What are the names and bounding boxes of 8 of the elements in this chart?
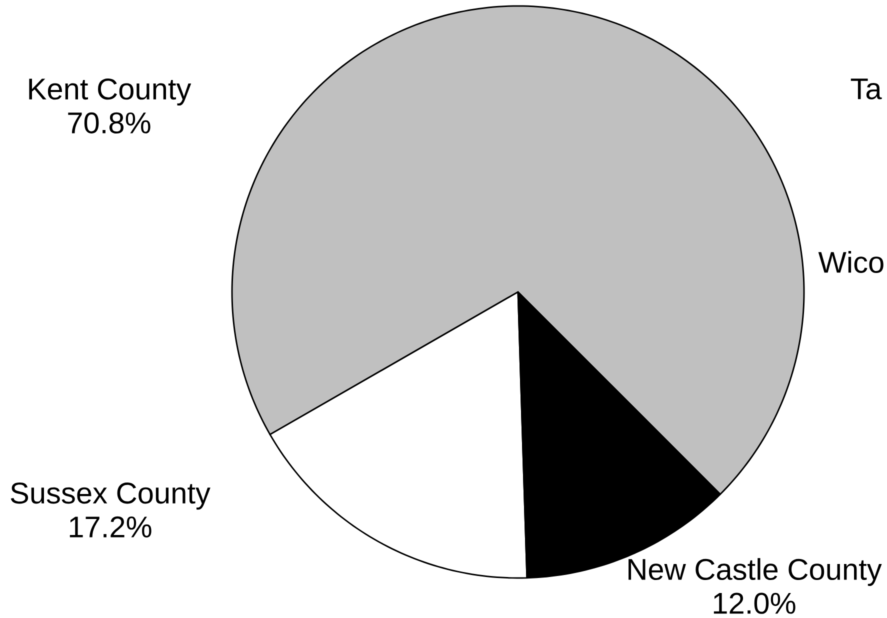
slice-label: Sussex County: [10, 482, 210, 510]
text: Ta: [850, 78, 882, 100]
data-label: 17.2%: [70, 516, 152, 538]
text: Wico: [818, 251, 884, 273]
slice-label: Kent County: [29, 78, 192, 106]
data-label: 12.0%: [714, 592, 796, 614]
slice-label: New Castle County: [628, 558, 882, 586]
data-label: 70.8%: [68, 112, 150, 134]
